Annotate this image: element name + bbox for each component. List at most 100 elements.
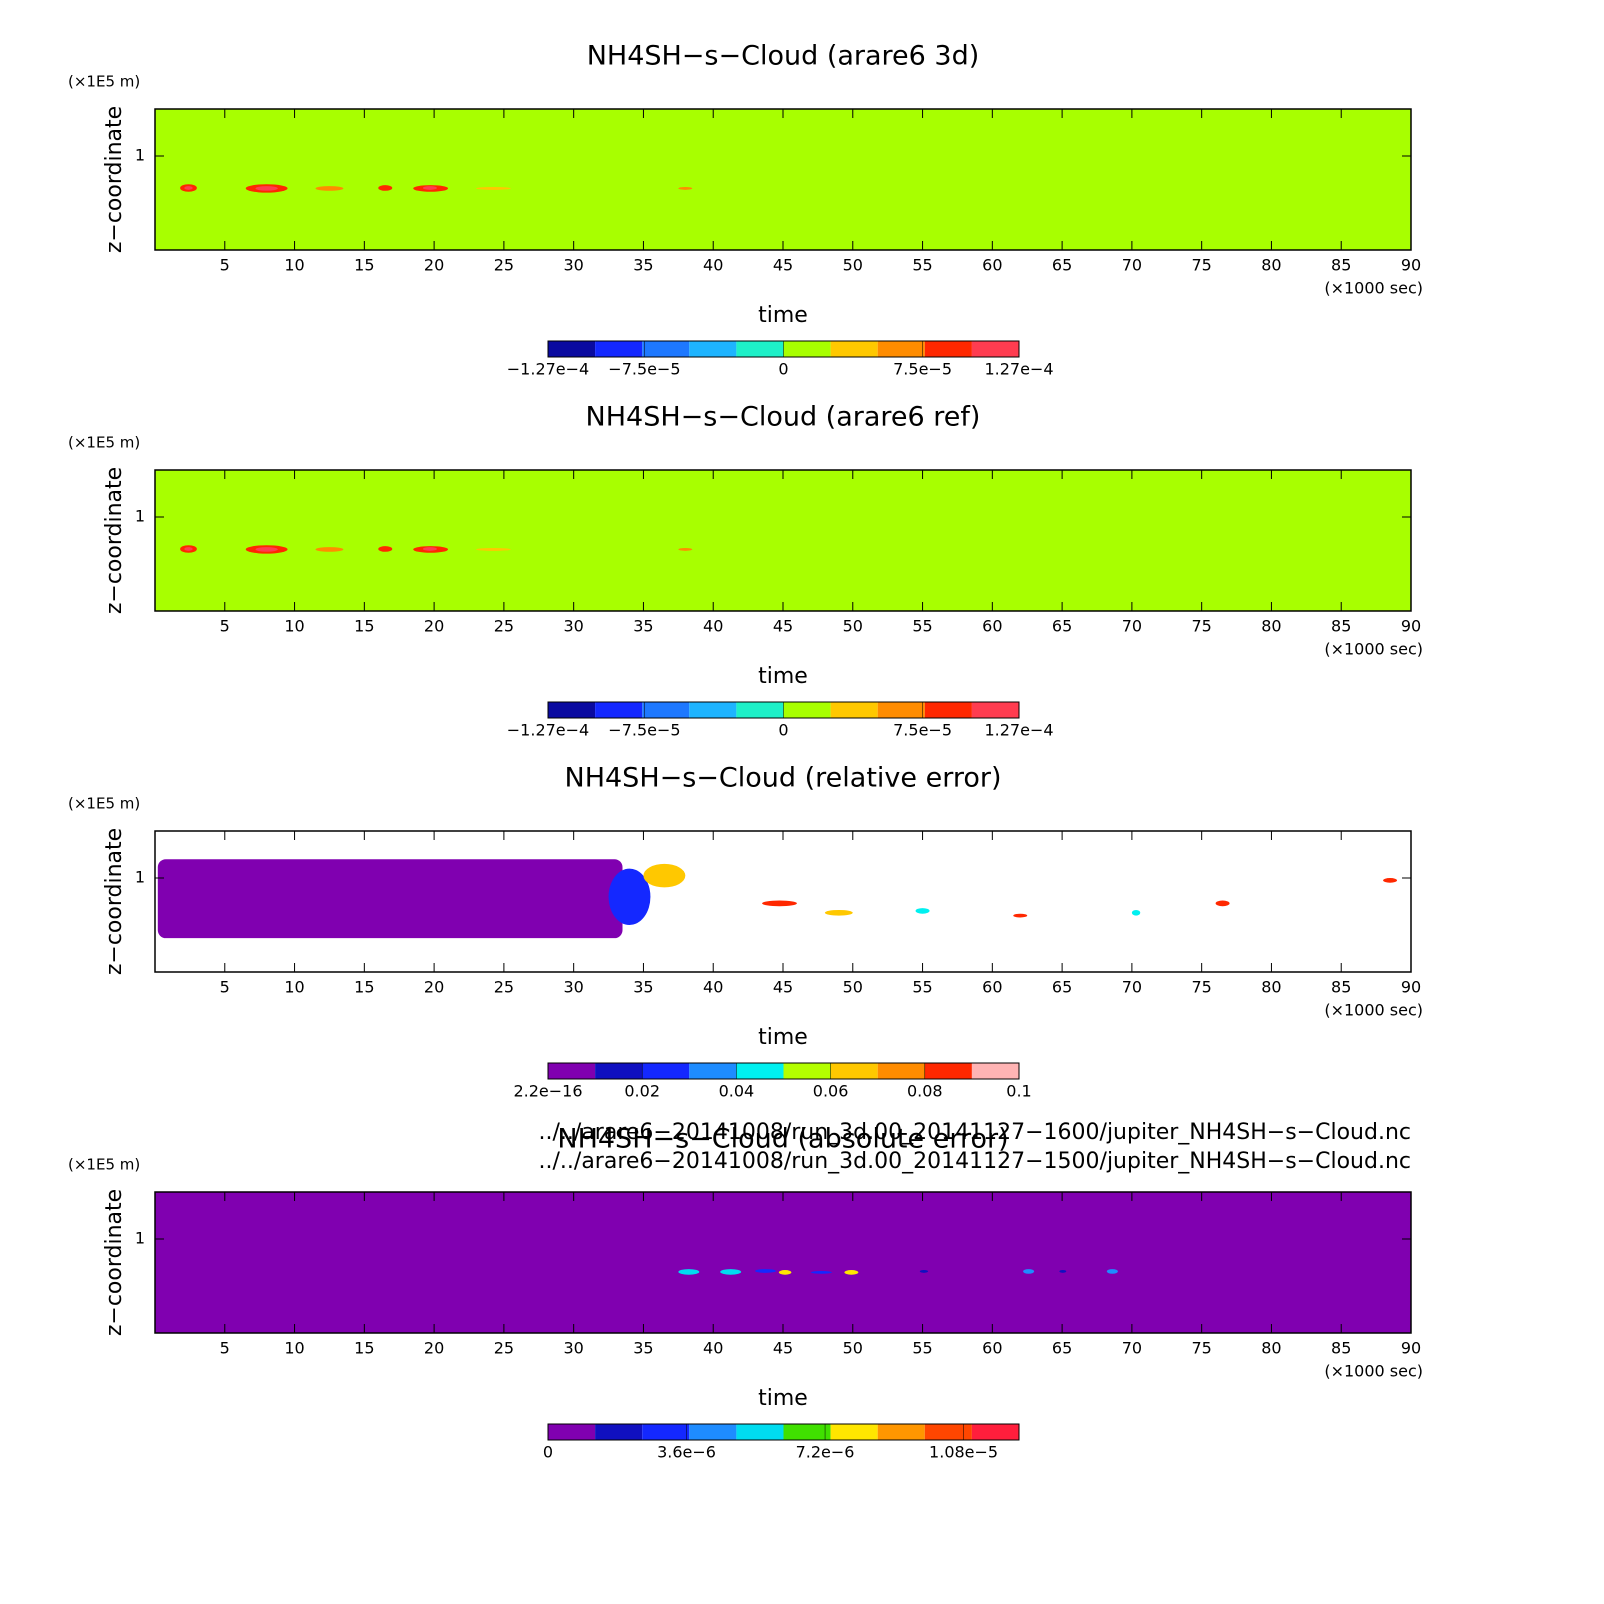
x-tick-label: 75 [1191,256,1211,275]
contour-patch [1013,913,1028,918]
contour-patch [475,187,511,190]
colorbar-tick-label: 2.2e−16 [513,1082,582,1101]
colorbar-tick-label: 0.06 [813,1082,849,1101]
y-unit: (×1E5 m) [68,73,140,91]
x-tick-label: 80 [1261,617,1281,636]
colorbar-swatch [971,1063,1019,1079]
y-axis-label: z−coordinate [102,1189,127,1336]
x-tick-label: 80 [1261,978,1281,997]
contour-patch [1383,878,1398,883]
x-tick-label: 20 [424,256,444,275]
x-tick-label: 25 [494,978,514,997]
x-tick-label: 65 [1052,617,1072,636]
contour-patch [915,908,930,914]
x-tick-label: 45 [773,978,793,997]
contour-patch [678,187,693,190]
x-tick-label: 80 [1261,256,1281,275]
x-tick-label: 10 [284,617,304,636]
chart-title: NH4SH−s−Cloud (relative error) [565,763,1002,794]
colorbar-tick-label: −7.5e−5 [608,721,680,740]
y-unit: (×1E5 m) [68,434,140,452]
contour-patch [315,186,344,191]
x-tick-label: 10 [284,256,304,275]
colorbar-tick-label: 1.27e−4 [984,360,1053,379]
x-tick-label: 65 [1052,978,1072,997]
x-tick-label: 40 [703,1339,723,1358]
colorbar-swatch [830,341,878,357]
colorbar-swatch [830,702,878,718]
contour-patch [475,548,511,551]
contour-patch [1215,900,1230,907]
colorbar-swatch [689,341,737,357]
contour-patch [1059,1270,1067,1273]
x-unit: (×1000 sec) [1324,279,1423,298]
field-background [155,1192,1411,1333]
x-tick-label: 70 [1122,256,1142,275]
colorbar-tick-label: 0 [543,1443,553,1462]
contour-patch [255,547,278,552]
x-tick-label: 90 [1401,978,1421,997]
colorbar-swatch [736,1424,784,1440]
x-tick-label: 30 [563,256,583,275]
contour-patch [778,1270,792,1275]
colorbar-swatch [830,1424,878,1440]
colorbar-swatch [595,702,643,718]
y-tick-label: 1 [135,1229,145,1248]
x-tick-label: 25 [494,617,514,636]
colorbar-swatch [548,702,596,718]
contour-patch [184,547,193,551]
x-unit: (×1000 sec) [1324,640,1423,659]
colorbar-swatch [924,1063,972,1079]
x-tick-label: 60 [982,617,1002,636]
x-axis-label: time [758,664,808,689]
x-tick-label: 10 [284,978,304,997]
contour-patch [1106,1269,1118,1274]
y-axis-label: z−coordinate [102,106,127,253]
colorbar-tick-label: 0 [778,721,788,740]
x-tick-label: 55 [912,978,932,997]
x-tick-label: 60 [982,1339,1002,1358]
colorbar-swatch [595,1424,643,1440]
colorbar-swatch [689,1424,737,1440]
colorbar-swatch [971,702,1019,718]
x-axis-label: time [758,1025,808,1050]
colorbar-swatch [783,1424,831,1440]
x-tick-label: 30 [563,617,583,636]
colorbar-swatch [642,702,690,718]
x-tick-label: 5 [220,978,230,997]
x-tick-label: 15 [354,1339,374,1358]
contour-patch [608,868,651,925]
x-tick-label: 90 [1401,256,1421,275]
x-tick-label: 85 [1331,1339,1351,1358]
colorbar-swatch [642,341,690,357]
x-tick-label: 70 [1122,978,1142,997]
colorbar-swatch [877,702,925,718]
colorbar-tick-label: −7.5e−5 [608,360,680,379]
x-tick-label: 30 [563,1339,583,1358]
x-tick-label: 25 [494,256,514,275]
colorbar-swatch [783,341,831,357]
y-axis-label: z−coordinate [102,828,127,975]
colorbar-swatch [877,1063,925,1079]
colorbar-swatch [971,341,1019,357]
colorbar-tick-label: 7.2e−6 [796,1443,855,1462]
contour-patch [255,186,278,191]
x-tick-label: 15 [354,978,374,997]
contour-patch [422,186,437,190]
x-tick-label: 35 [633,1339,653,1358]
x-tick-label: 75 [1191,1339,1211,1358]
contour-patch [157,859,623,939]
x-tick-label: 45 [773,1339,793,1358]
contour-patch [643,863,686,888]
x-tick-label: 35 [633,256,653,275]
colorbar-swatch [971,1424,1019,1440]
x-tick-label: 30 [563,978,583,997]
x-tick-label: 50 [843,617,863,636]
colorbar-swatch [924,702,972,718]
chart-title: NH4SH−s−Cloud (arare6 3d) [587,41,980,72]
contour-patch [844,1270,859,1275]
contour-patch [720,1269,742,1275]
x-tick-label: 50 [843,1339,863,1358]
x-unit: (×1000 sec) [1324,1001,1423,1020]
